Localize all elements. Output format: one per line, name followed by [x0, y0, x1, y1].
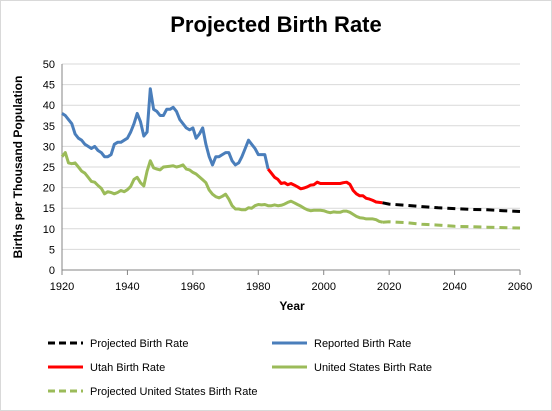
chart-title: Projected Birth Rate	[170, 12, 382, 37]
legend-label: Projected United States Birth Rate	[90, 386, 258, 398]
y-tick-label: 15	[43, 203, 55, 215]
y-tick-label: 30	[43, 141, 55, 153]
x-tick-label: 1940	[115, 281, 139, 293]
legend-label: Utah Birth Rate	[90, 362, 165, 374]
y-tick-labels: 0 5 10 15 20 25 30 35 40 45 50	[43, 59, 55, 277]
series-line-projected-united-states-birth-rate	[382, 220, 521, 230]
x-tick-label: 1960	[181, 281, 205, 293]
series-line-reported-birth-rate	[61, 87, 270, 170]
y-tick-label: 35	[43, 121, 55, 133]
series-line-utah-birth-rate	[266, 168, 383, 205]
y-tick-label: 40	[43, 100, 55, 112]
y-tick-label: 5	[49, 244, 55, 256]
y-tick-label: 10	[43, 224, 55, 236]
series-line-projected-birth-rate	[382, 201, 521, 213]
x-tick-label: 1920	[50, 281, 74, 293]
y-tick-label: 25	[43, 162, 55, 174]
y-axis-title: Births per Thousand Population	[11, 76, 25, 259]
series-line-united-states-birth-rate	[60, 151, 383, 224]
x-tick-label: 2040	[442, 281, 466, 293]
x-tick-label: 2000	[311, 281, 335, 293]
x-tick-labels: 1920 1940 1960 1980 2000 2020 2040 2060	[50, 270, 532, 293]
x-tick-label: 1980	[246, 281, 270, 293]
y-tick-label: 20	[43, 183, 55, 195]
gridlines	[62, 63, 520, 250]
legend-label: United States Birth Rate	[314, 362, 432, 374]
y-tick-label: 45	[43, 80, 55, 92]
legend-label: Reported Birth Rate	[314, 338, 411, 350]
x-tick-label: 2020	[377, 281, 401, 293]
legend-label: Projected Birth Rate	[90, 338, 188, 350]
series-lines	[60, 87, 521, 230]
x-tick-label: 2060	[508, 281, 532, 293]
legend: Projected Birth Rate Reported Birth Rate U…	[48, 338, 432, 398]
y-tick-label: 0	[49, 265, 55, 277]
x-axis-title: Year	[279, 299, 305, 313]
y-tick-label: 50	[43, 59, 55, 71]
axes	[61, 64, 520, 271]
